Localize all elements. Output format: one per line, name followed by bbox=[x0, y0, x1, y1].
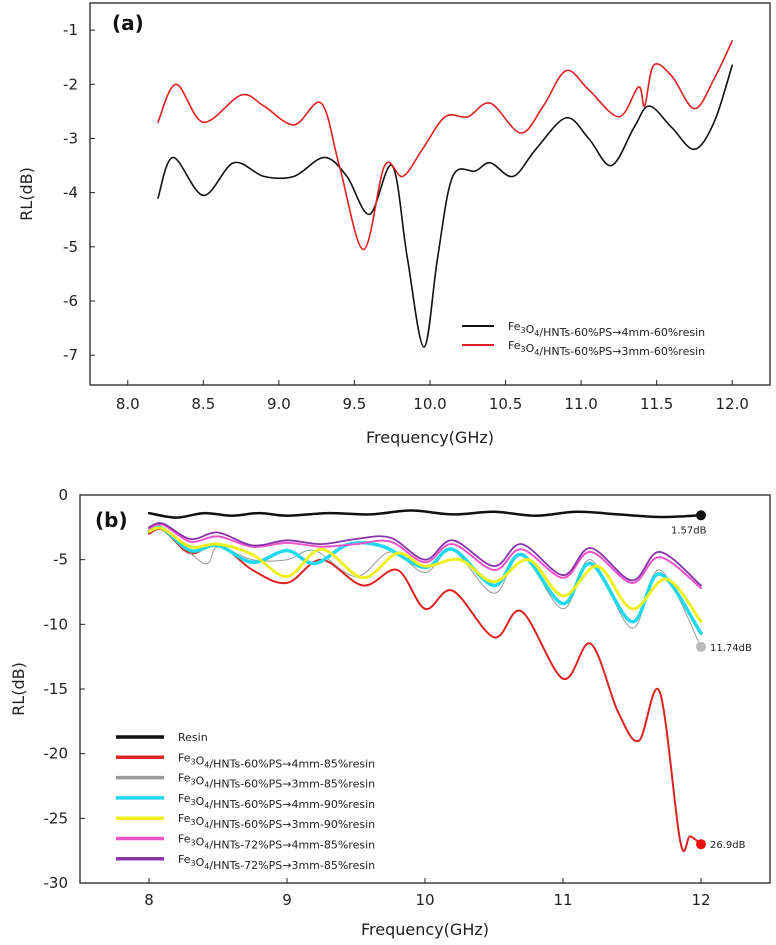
legend-label: Fe3O4/HNTs-60%PS→4mm-60%resin bbox=[508, 320, 705, 339]
y-tick-label: -3 bbox=[63, 129, 78, 147]
y-tick-label: -20 bbox=[44, 745, 69, 763]
y-tick-label: -6 bbox=[63, 292, 78, 310]
x-tick-label: 8.5 bbox=[191, 395, 215, 413]
end-point-marker bbox=[696, 641, 706, 652]
x-tick-label: 8 bbox=[144, 891, 154, 909]
series-line bbox=[157, 64, 733, 348]
y-tick-label: -1 bbox=[63, 21, 78, 39]
legend-label: Fe3O4/HNTs-60%PS→3mm-85%resin bbox=[178, 772, 375, 791]
y-tick-label: 0 bbox=[58, 486, 68, 504]
y-tick-label: -15 bbox=[44, 680, 69, 698]
panel-b: 8 9 10 11 12 0 -5 -10 -15 -20 -25 -30 Frequency(GHz)… bbox=[9, 486, 771, 939]
y-tick-label: -25 bbox=[44, 809, 69, 827]
x-axis-label: Frequency(GHz) bbox=[366, 428, 494, 447]
y-tick-label: -5 bbox=[63, 238, 78, 256]
series-line bbox=[148, 522, 702, 587]
series-line bbox=[147, 525, 703, 636]
y-tick-label: -7 bbox=[63, 346, 78, 364]
x-tick-label: 11.0 bbox=[564, 395, 597, 413]
y-tick-label: -10 bbox=[44, 615, 69, 633]
y-axis-label: RL(dB) bbox=[9, 662, 28, 716]
series-line bbox=[148, 523, 702, 590]
series-line bbox=[147, 509, 703, 519]
x-tick-label: 11 bbox=[553, 891, 572, 909]
x-tick-label: 9 bbox=[282, 891, 292, 909]
legend-label: Resin bbox=[178, 731, 208, 744]
legend-label: Fe3O4/HNTs-72%PS→4mm-85%resin bbox=[178, 833, 375, 852]
series-line bbox=[157, 40, 733, 251]
end-point-annotation: 1.57dB bbox=[671, 525, 707, 536]
x-tick-label: 11.5 bbox=[640, 395, 673, 413]
legend-label: Fe3O4/HNTs-60%PS→3mm-90%resin bbox=[178, 812, 375, 831]
x-tick-label: 12 bbox=[691, 891, 710, 909]
legend-label: Fe3O4/HNTs-60%PS→4mm-85%resin bbox=[178, 751, 375, 770]
panel-label: (a) bbox=[112, 11, 144, 35]
y-tick-label: -30 bbox=[44, 874, 69, 892]
y-tick-label: -4 bbox=[63, 184, 78, 202]
panel-label: (b) bbox=[95, 508, 128, 532]
x-tick-label: 10.0 bbox=[413, 395, 446, 413]
y-axis-label: RL(dB) bbox=[17, 167, 36, 221]
x-tick-label: 9.5 bbox=[343, 395, 367, 413]
series-line bbox=[147, 526, 703, 624]
end-point-annotation: 26.9dB bbox=[710, 840, 746, 851]
end-point-marker bbox=[696, 839, 706, 850]
x-tick-label: 12.0 bbox=[716, 395, 749, 413]
end-point-marker bbox=[696, 510, 706, 521]
legend-label: Fe3O4/HNTs-60%PS→4mm-90%resin bbox=[178, 792, 375, 811]
end-point-annotation: 11.74dB bbox=[710, 643, 752, 654]
y-tick-label: -5 bbox=[53, 551, 68, 569]
x-axis-label: Frequency(GHz) bbox=[361, 920, 489, 939]
x-tick-label: 8.0 bbox=[116, 395, 140, 413]
y-tick-label: -2 bbox=[63, 75, 78, 93]
x-tick-label: 9.0 bbox=[267, 395, 291, 413]
series-line bbox=[148, 524, 702, 648]
x-tick-label: 10.5 bbox=[489, 395, 522, 413]
legend-label: Fe3O4/HNTs-72%PS→3mm-85%resin bbox=[178, 853, 375, 872]
x-tick-label: 10 bbox=[415, 891, 434, 909]
legend-label: Fe3O4/HNTs-60%PS→3mm-60%resin bbox=[508, 339, 705, 358]
panel-a: 8.0 8.5 9.0 9.5 10.0 10.5 11.0 11.5 12.0 -1 -2 -3 -4… bbox=[17, 2, 771, 447]
